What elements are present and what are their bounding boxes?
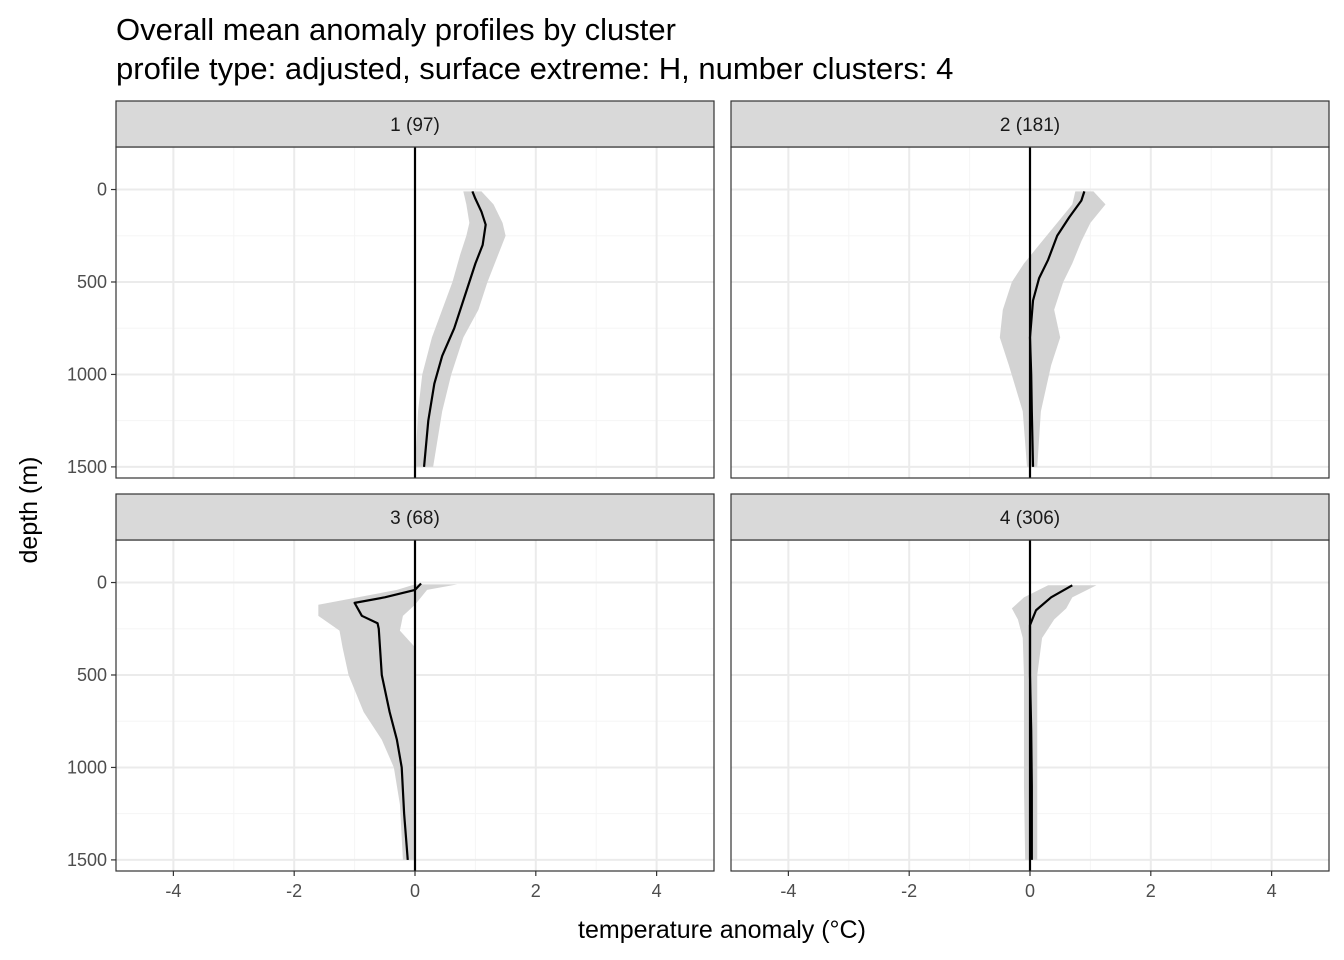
panel-1: 1 (97) 0 500 1000 1500 — [67, 100, 715, 479]
x-tick-label: -2 — [286, 881, 302, 901]
x-tick-label: -4 — [165, 881, 181, 901]
x-tick-label: 2 — [531, 881, 541, 901]
chart-subtitle: profile type: adjusted, surface extreme:… — [116, 51, 954, 86]
panel-3: 3 (68) 0 500 1000 1500 -4 -2 0 2 4 — [67, 493, 715, 901]
y-tick-label: 1500 — [67, 850, 107, 870]
y-tick-label: 500 — [77, 665, 107, 685]
facet-strip — [730, 493, 1330, 541]
x-tick-label: 0 — [410, 881, 420, 901]
panel-2: 2 (181) — [730, 100, 1330, 479]
x-tick-label: 4 — [1267, 881, 1277, 901]
y-tick-label: 1000 — [67, 757, 107, 777]
x-axis-title: temperature anomaly (°C) — [578, 916, 866, 944]
y-axis-title: depth (m) — [15, 457, 43, 564]
facet-strip — [730, 100, 1330, 148]
uncertainty-band — [1011, 585, 1097, 860]
facet-strip-label: 1 (97) — [390, 115, 440, 136]
mean-profile-line — [422, 190, 487, 468]
mean-profile-line — [1028, 191, 1086, 467]
panel-4: 4 (306) -4 -2 0 2 4 — [730, 493, 1330, 901]
facet-strip-label: 3 (68) — [390, 508, 440, 529]
facet-strip-label: 2 (181) — [1000, 115, 1060, 136]
uncertainty-band — [416, 191, 506, 467]
mean-profile-line — [353, 582, 422, 860]
y-tick-label: 0 — [97, 573, 107, 593]
facet-strip — [115, 100, 715, 148]
chart-title-block: Overall mean anomaly profiles by cluster… — [116, 10, 953, 88]
x-tick-label: 2 — [1146, 881, 1156, 901]
y-tick-label: 1000 — [67, 364, 107, 384]
y-tick-label: 500 — [77, 272, 107, 292]
x-tick-label: -4 — [780, 881, 796, 901]
x-tick-label: 4 — [652, 881, 662, 901]
x-tick-label: -2 — [901, 881, 917, 901]
y-tick-label: 1500 — [67, 457, 107, 477]
uncertainty-band — [318, 584, 458, 860]
facet-strip — [115, 493, 715, 541]
mean-profile-line — [1028, 584, 1073, 860]
uncertainty-band — [999, 191, 1106, 467]
chart-title: Overall mean anomaly profiles by cluster — [116, 12, 676, 47]
y-tick-label: 0 — [97, 180, 107, 200]
x-tick-label: 0 — [1025, 881, 1035, 901]
facet-strip-label: 4 (306) — [1000, 508, 1060, 529]
